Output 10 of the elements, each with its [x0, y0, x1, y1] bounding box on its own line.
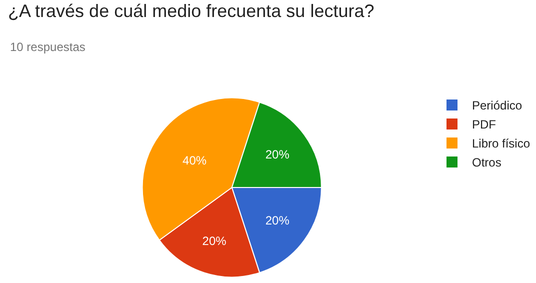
chart-subtitle: 10 respuestas: [10, 40, 86, 54]
legend-label: Otros: [472, 156, 502, 170]
legend-label: Libro físico: [472, 136, 530, 151]
data-label: 40%: [182, 153, 207, 168]
chart-title: ¿A través de cuál medio frecuenta su lectura?: [8, 0, 374, 21]
data-label: 20%: [202, 234, 227, 248]
data-label: 20%: [265, 214, 290, 228]
data-label: 20%: [265, 147, 290, 162]
legend-label: Periódico: [472, 98, 522, 113]
legend-label: PDF: [472, 118, 496, 132]
